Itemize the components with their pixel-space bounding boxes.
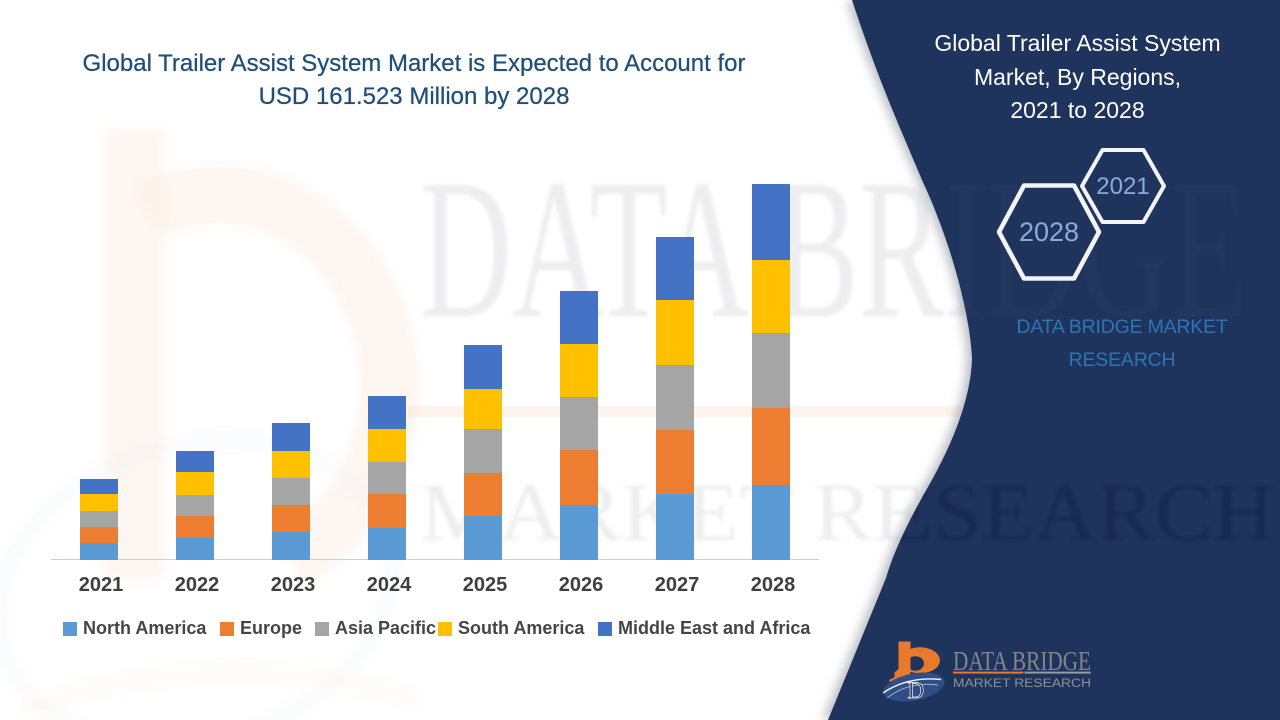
svg-text:DATA BRIDGE: DATA BRIDGE <box>953 645 1091 676</box>
svg-text:D: D <box>908 678 925 703</box>
svg-text:2028: 2028 <box>1019 217 1079 247</box>
svg-text:MARKET RESEARCH: MARKET RESEARCH <box>953 678 1091 690</box>
svg-text:MARKET RESEARCH: MARKET RESEARCH <box>437 466 1275 558</box>
svg-text:2021: 2021 <box>1096 173 1149 200</box>
